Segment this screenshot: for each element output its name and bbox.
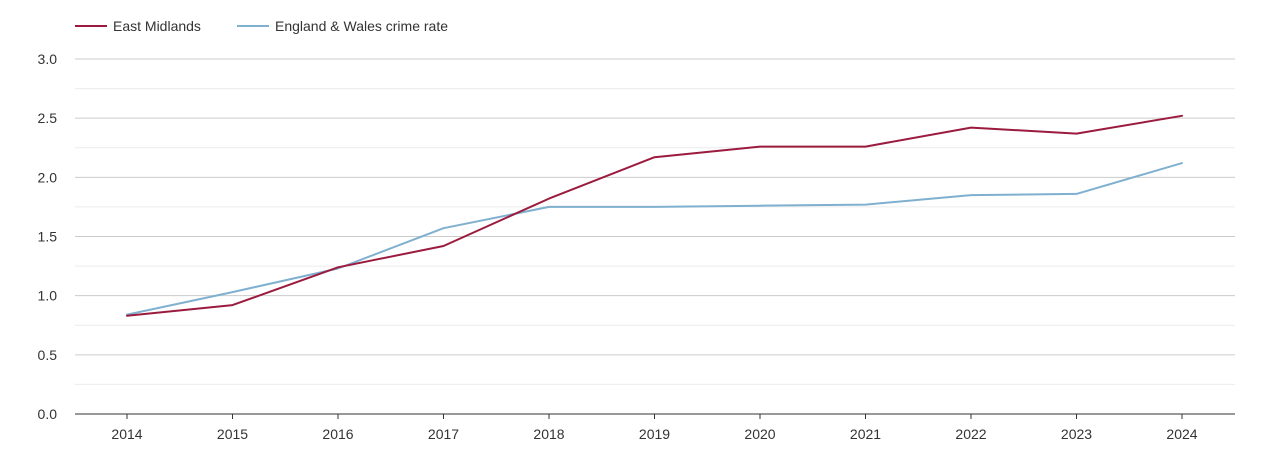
y-tick-label: 2.0 (38, 169, 58, 185)
y-tick-label: 1.5 (38, 229, 58, 245)
series-line-east-midlands (126, 114, 1183, 317)
x-tick-label: 2016 (322, 426, 353, 442)
y-tick-label: 0.0 (38, 406, 58, 422)
axis-layer: 0.0 0.5 1.0 1.5 2.0 2.5 3.0 2014 2015 2016 2017 201… (38, 51, 1235, 442)
y-tick-label: 1.0 (38, 288, 58, 304)
y-tick-label: 2.5 (38, 110, 58, 126)
x-tick-label: 2024 (1166, 426, 1197, 442)
x-tick-label: 2022 (955, 426, 986, 442)
y-tick-label: 0.5 (38, 347, 58, 363)
legend: East Midlands England & Wales crime rate (75, 18, 448, 34)
x-tick-label: 2015 (217, 426, 248, 442)
series-line-england-wales-crime-rate (126, 162, 1183, 316)
x-tick-label: 2021 (850, 426, 881, 442)
x-tick-label: 2018 (533, 426, 564, 442)
series-layer (126, 114, 1183, 317)
x-tick-label: 2017 (428, 426, 459, 442)
legend-label: England & Wales crime rate (275, 18, 448, 34)
x-tick-label: 2023 (1061, 426, 1092, 442)
grid-layer (75, 58, 1235, 385)
y-tick-label: 3.0 (38, 51, 58, 67)
x-tick-label: 2019 (639, 426, 670, 442)
legend-label: East Midlands (113, 18, 201, 34)
x-tick-label: 2020 (744, 426, 775, 442)
x-tick-label: 2014 (111, 426, 142, 442)
